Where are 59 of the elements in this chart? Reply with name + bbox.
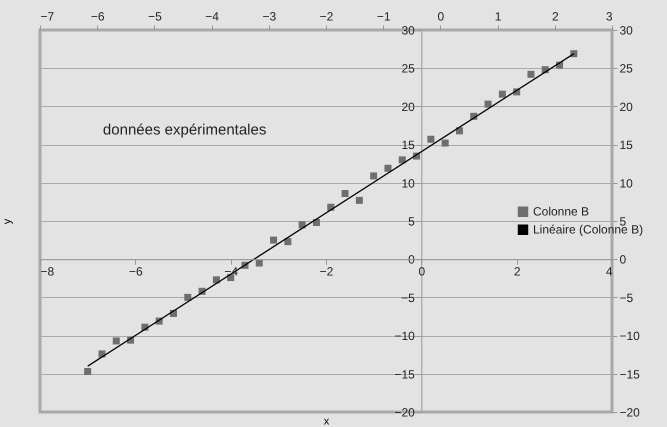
x-axis-title: x <box>324 416 330 427</box>
y2-tick-label: −15 <box>620 367 640 382</box>
y2-tick-label: 0 <box>620 252 626 267</box>
y-tick-label: 30 <box>401 24 416 38</box>
point <box>370 172 378 180</box>
y-tick-label: −20 <box>394 406 416 420</box>
x-tick-label: −2 <box>320 264 334 279</box>
x2-tick-label: 0 <box>438 10 445 24</box>
y-tick-label: 5 <box>408 214 416 228</box>
y2-tick-label: −20 <box>620 406 640 420</box>
point <box>184 294 192 301</box>
y-tick-label: 15 <box>401 138 416 152</box>
x2-tick-label: −3 <box>262 10 276 24</box>
point <box>498 90 506 98</box>
x2-tick-label: −6 <box>90 10 105 24</box>
x-tick-label: −8 <box>40 264 55 279</box>
y-tick-label: 20 <box>401 100 416 114</box>
x2-tick-label: −7 <box>40 10 55 24</box>
x2-tick-label: 1 <box>494 10 502 24</box>
point <box>256 260 263 267</box>
y2-tick-label: 30 <box>620 24 634 38</box>
x2-tick-label: −2 <box>320 10 334 24</box>
point <box>84 368 92 376</box>
point <box>384 164 392 172</box>
annotation: données expérimentales <box>102 121 266 138</box>
point <box>342 190 349 197</box>
x2-tick-label: −5 <box>148 10 162 24</box>
point <box>112 337 120 344</box>
point <box>442 140 449 147</box>
x2-tick-label: −1 <box>376 10 391 24</box>
y2-tick-label: −10 <box>620 329 640 344</box>
y2-tick-label: 20 <box>620 100 634 114</box>
y2-tick-label: 5 <box>620 214 626 228</box>
x-tick-label: −6 <box>128 264 143 279</box>
x-tick-label: 0 <box>418 264 426 279</box>
x2-tick-label: −4 <box>205 10 220 24</box>
y-tick-label: 10 <box>401 176 416 190</box>
point <box>456 127 463 134</box>
x2-tick-label: 3 <box>606 10 613 24</box>
point <box>284 238 292 246</box>
point <box>484 100 492 108</box>
point <box>356 196 363 204</box>
y2-tick-label: 25 <box>620 62 634 76</box>
x-tick-label: 4 <box>606 264 613 279</box>
point <box>527 70 534 78</box>
y-tick-label: 25 <box>401 62 416 76</box>
y-axis-title: y <box>2 218 14 224</box>
point <box>398 156 406 164</box>
y-tick-label: −5 <box>401 290 416 305</box>
y-tick-label: −15 <box>394 367 416 382</box>
y2-tick-label: 10 <box>620 176 634 190</box>
point <box>427 136 434 143</box>
y2-tick-label: 15 <box>620 138 634 152</box>
y-tick-label: −10 <box>394 329 416 344</box>
legend-label: Colonne B <box>533 204 590 219</box>
y2-tick-label: −5 <box>620 290 634 305</box>
x2-tick-label: 2 <box>552 10 559 24</box>
point <box>270 236 278 244</box>
x-tick-label: 2 <box>514 264 521 279</box>
